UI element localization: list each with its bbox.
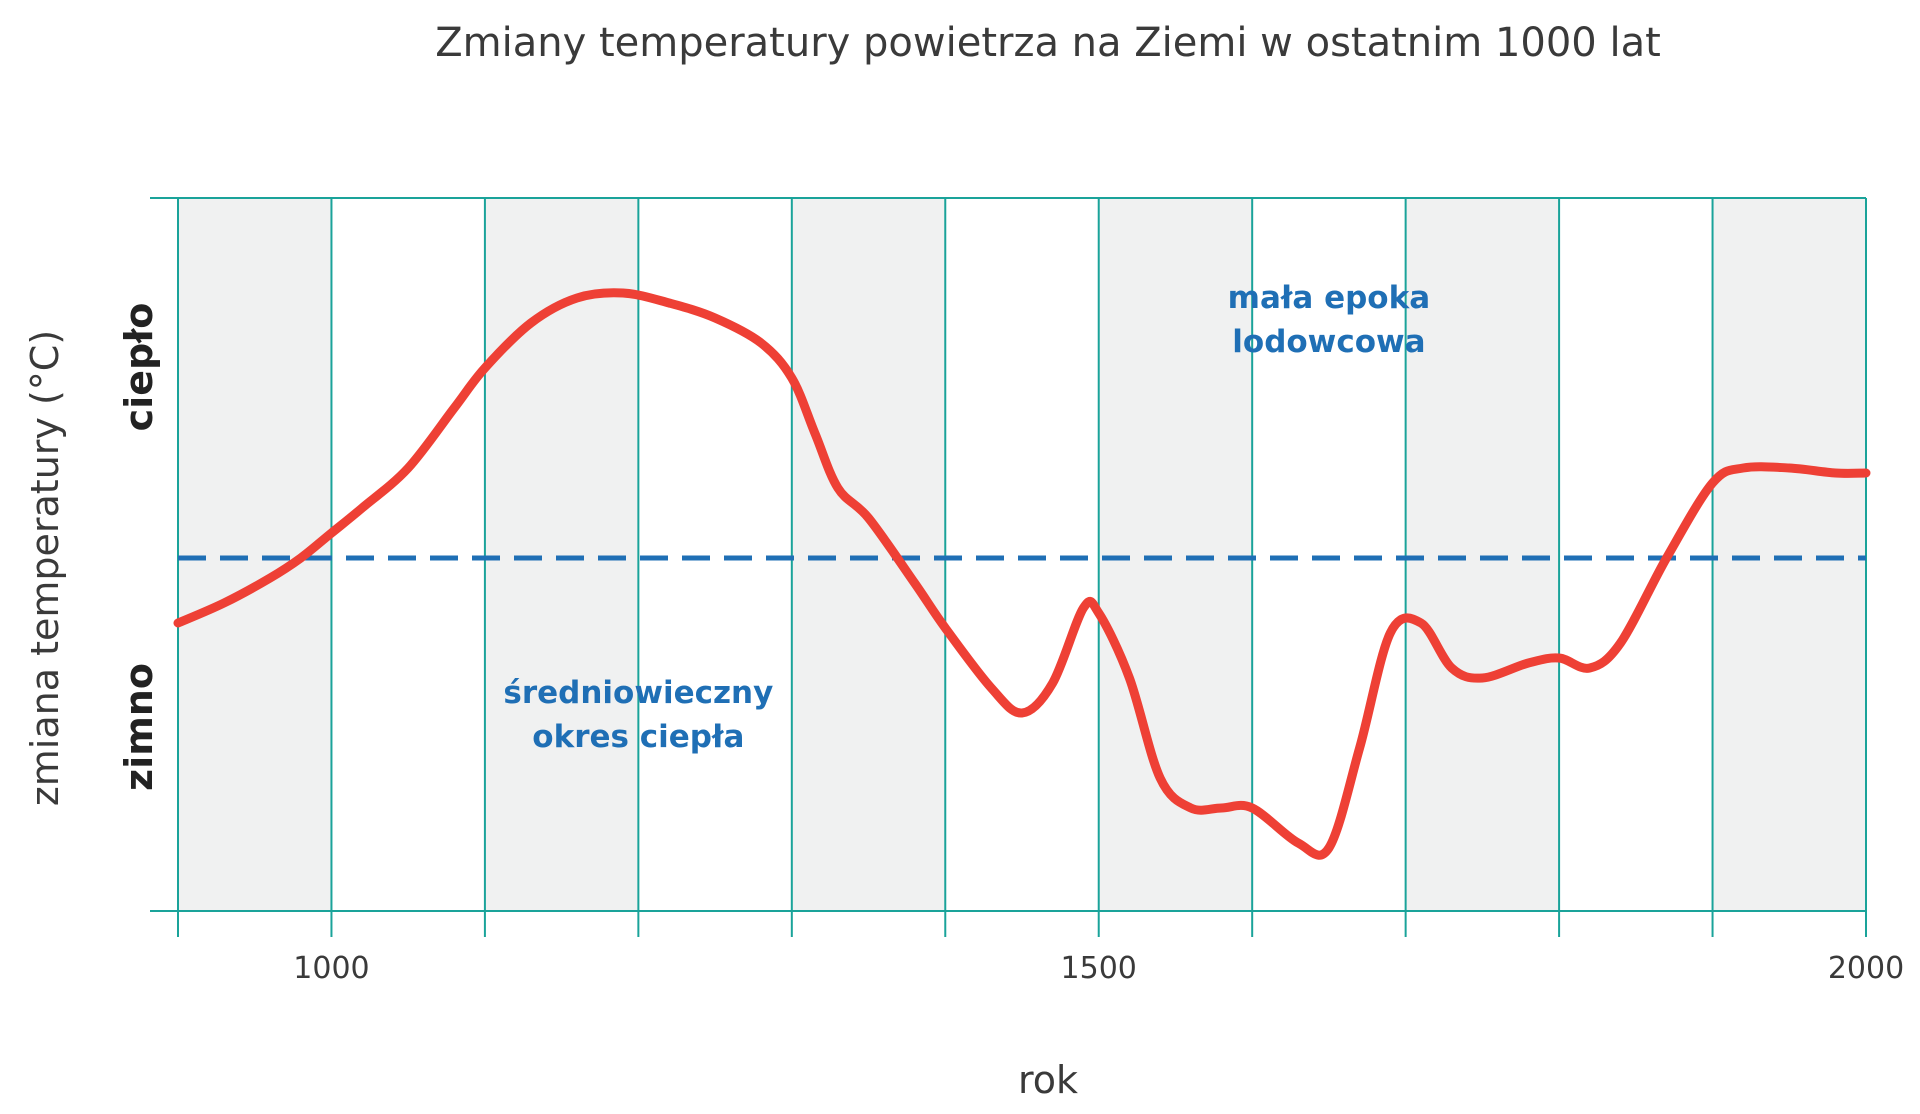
shaded-band-4 [1405,198,1560,911]
y-label-warm: ciepło [117,303,161,432]
y-label-cold: zimno [117,663,161,791]
x-tick-label-2000: 2000 [1828,951,1904,986]
temperature-line-0 [173,288,1871,860]
annotation-1-line-0: mała epoka [1228,280,1430,316]
annotation-1: mała epoka lodowcowa [1228,280,1430,360]
annotation-1-line-1: lodowcowa [1232,324,1425,360]
annotation-0: średniowieczny okres ciepła [503,675,773,755]
x-axis-label: rok [1018,1058,1078,1102]
shaded-band-1 [484,198,639,911]
chart-title: Zmiany temperatury powietrza na Ziemi w … [435,20,1661,66]
x-tick-label-1000: 1000 [293,951,369,986]
shaded-band-2 [791,198,946,911]
y-axis-label: zmiana temperatury (°C) [23,330,67,806]
annotations-group: średniowieczny okres ciepła mała epoka lodo… [503,280,1430,755]
x-tick-labels: 1000 1500 2000 [293,951,1904,986]
grid-lines [150,197,1867,937]
x-tick-label-1500: 1500 [1061,951,1137,986]
series-group [173,288,1871,860]
shaded-band-5 [1712,198,1866,911]
alternating-bands [178,198,1866,911]
annotation-0-line-0: średniowieczny [503,675,773,711]
shaded-band-3 [1098,198,1253,911]
annotation-0-line-1: okres ciepła [532,719,744,755]
